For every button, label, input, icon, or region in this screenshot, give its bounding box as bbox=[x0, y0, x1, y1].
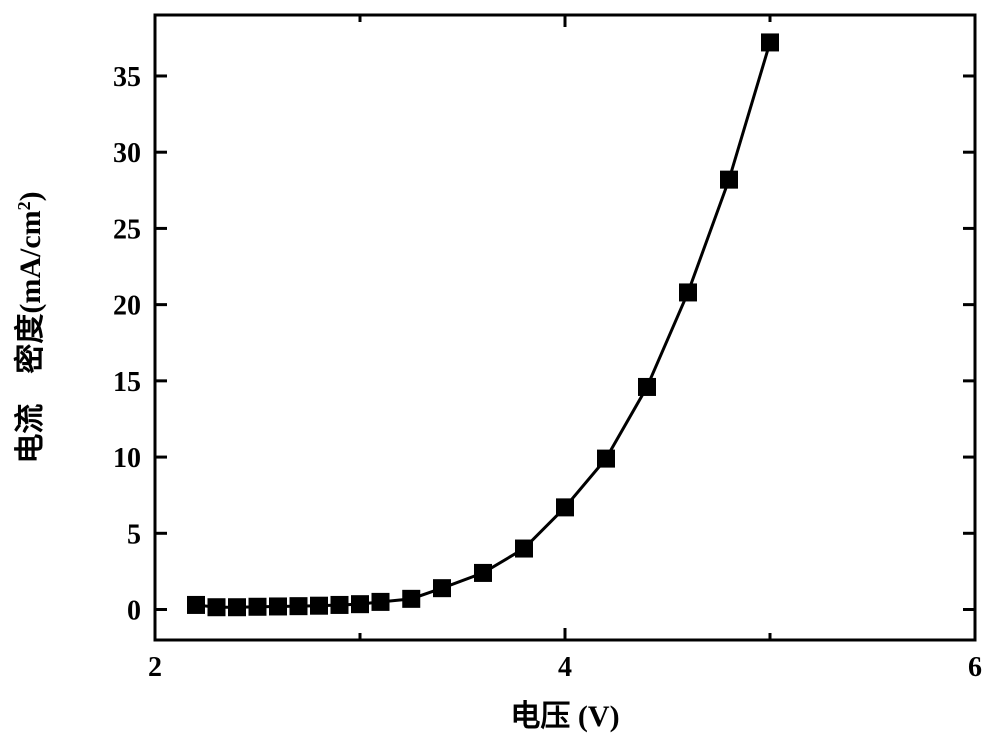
y-tick-label: 5 bbox=[127, 519, 141, 550]
data-marker bbox=[269, 597, 287, 615]
data-marker bbox=[402, 590, 420, 608]
x-tick-label: 6 bbox=[968, 652, 982, 683]
data-marker bbox=[474, 564, 492, 582]
x-tick-label: 4 bbox=[558, 652, 572, 683]
y-tick-label: 20 bbox=[113, 291, 141, 322]
data-marker bbox=[433, 579, 451, 597]
chart-container: 2 4 6 0 5 10 15 20 25 30 35 电压 (V) 电流 密度(mA/cm2) bbox=[0, 0, 1000, 746]
y-tick-label: 25 bbox=[113, 214, 141, 245]
iv-curve-chart: 2 4 6 0 5 10 15 20 25 30 35 电压 (V) 电流 密度(mA/cm2) bbox=[0, 0, 1000, 746]
data-marker bbox=[228, 598, 246, 616]
y-tick-label: 10 bbox=[113, 443, 141, 474]
y-tick-label: 15 bbox=[113, 367, 141, 398]
data-marker bbox=[331, 596, 349, 614]
data-marker bbox=[310, 597, 328, 615]
y-tick-label: 35 bbox=[113, 62, 141, 93]
data-marker bbox=[679, 283, 697, 301]
data-marker bbox=[638, 378, 656, 396]
x-axis-label: 电压 (V) bbox=[510, 700, 619, 733]
data-line bbox=[196, 42, 770, 607]
data-marker bbox=[249, 598, 267, 616]
x-tick-label: 2 bbox=[148, 652, 162, 683]
data-marker bbox=[720, 171, 738, 189]
data-marker bbox=[515, 540, 533, 558]
data-marker bbox=[351, 595, 369, 613]
data-marker bbox=[187, 596, 205, 614]
y-tick-label: 30 bbox=[113, 138, 141, 169]
data-marker bbox=[556, 498, 574, 516]
data-marker bbox=[761, 33, 779, 51]
data-marker bbox=[208, 598, 226, 616]
y-tick-label: 0 bbox=[127, 596, 141, 627]
data-marker bbox=[290, 597, 308, 615]
plot-frame bbox=[155, 15, 975, 640]
data-marker bbox=[597, 450, 615, 468]
y-axis-label: 电流 密度(mA/cm2) bbox=[13, 191, 47, 463]
data-marker bbox=[372, 593, 390, 611]
